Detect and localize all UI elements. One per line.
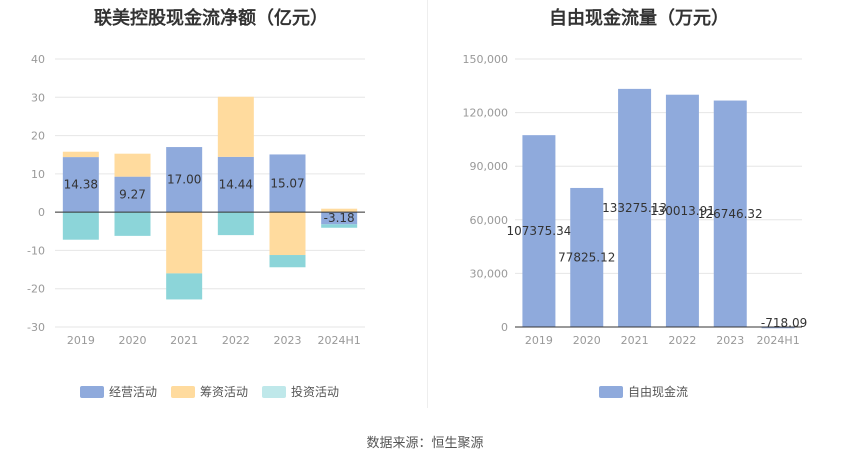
bar-free-cashflow	[665, 94, 699, 327]
legend-item-investing[interactable]: 投资活动	[262, 383, 339, 400]
x-tick-label: 2020	[119, 334, 147, 347]
x-tick-label: 2022	[222, 334, 250, 347]
legend-item-financing[interactable]: 筹资活动	[171, 383, 248, 400]
legend-swatch-financing	[171, 385, 196, 398]
data-label: 107375.34	[506, 224, 571, 238]
legend-label-operating: 经营活动	[109, 385, 158, 399]
data-label: 14.38	[64, 178, 98, 192]
legend-swatch-operating	[80, 385, 104, 398]
bar-financing	[62, 151, 99, 158]
data-source-note: 数据来源：恒生聚源	[366, 436, 484, 451]
bar-free-cashflow	[713, 100, 747, 328]
bar-free-cashflow	[522, 135, 556, 327]
bar-investing	[269, 255, 306, 268]
legend-label-investing: 投资活动	[291, 385, 340, 399]
bar-investing	[62, 212, 99, 240]
bar-investing	[217, 212, 254, 236]
bar-operating	[166, 147, 203, 213]
y-tick-label: 20	[31, 130, 45, 143]
bar-operating	[217, 156, 254, 213]
x-tick-label: 2019	[67, 334, 95, 347]
bar-free-cashflow	[618, 88, 652, 327]
bar-financing	[166, 212, 203, 274]
bar-free-cashflow	[570, 187, 604, 327]
x-tick-label: 2021	[170, 334, 198, 347]
chart-1-legend: 经营活动 筹资活动 投资活动	[80, 383, 353, 400]
data-label: 9.27	[119, 187, 146, 201]
y-tick-label: 60,000	[470, 214, 509, 227]
y-tick-label: -20	[27, 283, 45, 296]
y-tick-label: 10	[31, 168, 45, 181]
bar-investing	[114, 212, 151, 236]
y-tick-label: 90,000	[470, 160, 509, 173]
bar-investing	[166, 273, 203, 300]
bar-operating	[269, 154, 306, 213]
bar-financing	[269, 212, 306, 256]
data-label: 14.44	[219, 178, 253, 192]
bar-financing	[217, 96, 254, 157]
legend-label-financing: 筹资活动	[200, 385, 249, 399]
legend-label-free-cashflow: 自由现金流	[628, 385, 689, 399]
data-label: 133275.13	[602, 201, 667, 215]
data-label: 130013.91	[650, 204, 715, 218]
y-tick-label: -30	[27, 321, 45, 334]
bar-operating	[114, 176, 151, 213]
x-tick-label: 2021	[621, 334, 649, 347]
y-tick-label: 150,000	[463, 53, 509, 66]
y-tick-label: 30	[31, 91, 45, 104]
data-label: -3.18	[324, 211, 355, 225]
legend-swatch-investing	[262, 385, 287, 398]
data-label: -718.09	[761, 316, 807, 330]
chart-2-legend: 自由现金流	[599, 383, 702, 400]
bar-investing	[321, 224, 358, 228]
data-label: 17.00	[167, 173, 201, 187]
x-tick-label: 2024H1	[318, 334, 361, 347]
chart-1-title: 联美控股现金流净额（亿元）	[94, 8, 328, 29]
bar-operating	[62, 157, 99, 213]
bar-financing	[114, 153, 151, 177]
legend-swatch-free-cashflow	[599, 385, 623, 398]
y-tick-label: 120,000	[463, 107, 509, 120]
data-label: 126746.32	[698, 207, 763, 221]
data-label: 77825.12	[558, 250, 615, 264]
bar-financing	[321, 208, 358, 213]
data-label: 15.07	[270, 176, 304, 190]
x-tick-label: 2023	[716, 334, 744, 347]
panel-divider	[427, 0, 428, 408]
y-tick-label: 30,000	[470, 267, 509, 280]
bar-operating	[321, 212, 358, 225]
y-tick-label: 0	[38, 206, 45, 219]
x-tick-label: 2024H1	[756, 334, 799, 347]
legend-item-operating[interactable]: 经营活动	[80, 383, 157, 400]
x-tick-label: 2020	[573, 334, 601, 347]
x-tick-label: 2022	[668, 334, 696, 347]
y-tick-label: 0	[501, 321, 508, 334]
x-tick-label: 2023	[274, 334, 302, 347]
bar-free-cashflow	[761, 327, 795, 329]
y-tick-label: -10	[27, 244, 45, 257]
legend-item-free-cashflow[interactable]: 自由现金流	[599, 383, 688, 400]
x-tick-label: 2019	[525, 334, 553, 347]
chart-2-title: 自由现金流量（万元）	[549, 8, 729, 29]
y-tick-label: 40	[31, 53, 45, 66]
